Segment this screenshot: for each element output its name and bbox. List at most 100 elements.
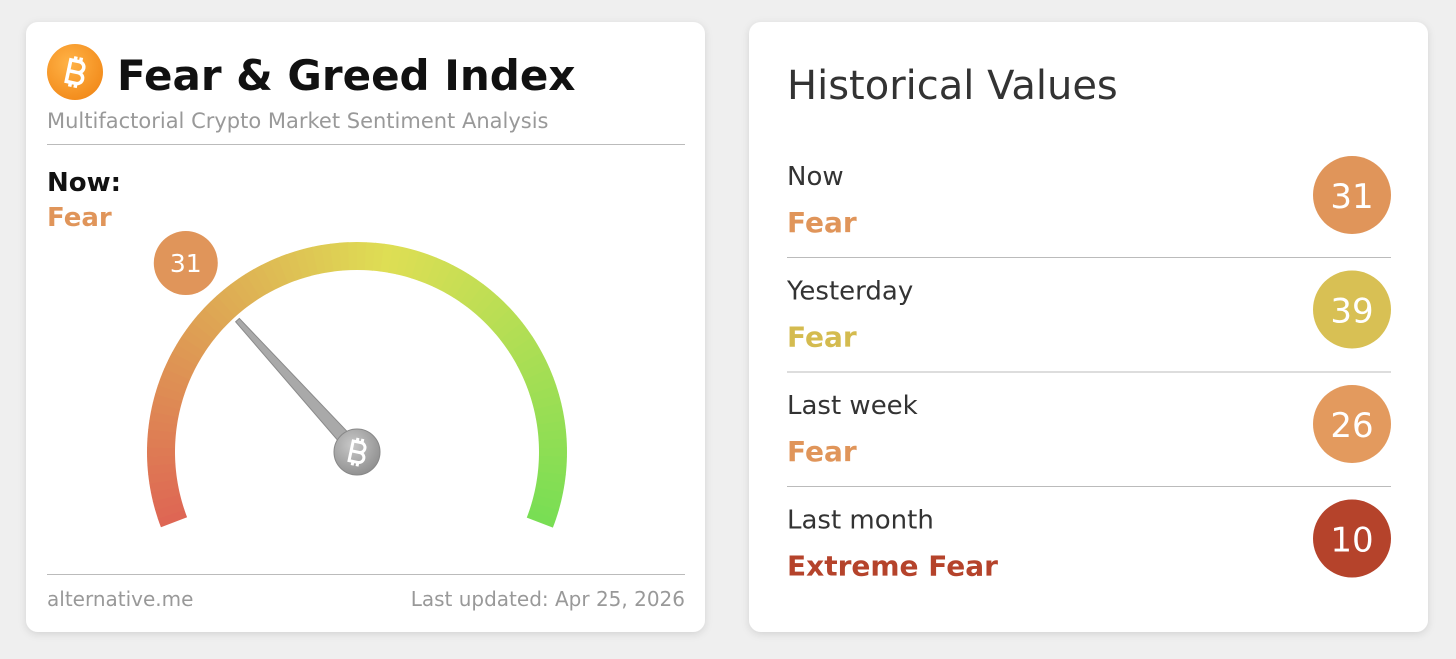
gauge-arc: [531, 494, 562, 511]
gauge-arc: [513, 344, 543, 367]
gauge-arc: [312, 245, 327, 275]
gauge-arc: [536, 420, 566, 434]
value-badge: [153, 231, 218, 296]
gauge-arc: [410, 251, 429, 281]
gauge-arc: [329, 242, 342, 272]
gauge-arc: [517, 352, 547, 374]
now-label: Now:: [47, 168, 121, 198]
gauge-arc: [484, 301, 511, 328]
gauge-card: [26, 22, 705, 632]
gauge-arc: [472, 289, 498, 317]
gauge-arc: [157, 376, 188, 395]
gauge-arc: [439, 265, 462, 294]
row-value: 26: [1330, 406, 1373, 446]
gauge-arc: [489, 308, 517, 334]
gauge-arc: [531, 394, 562, 410]
row-badge: [1313, 156, 1391, 234]
gauge-arc: [148, 420, 178, 433]
gauge-arc: [147, 463, 177, 475]
gauge-arc: [533, 487, 564, 502]
gauge-arc: [372, 242, 385, 272]
gauge-arc: [380, 243, 394, 273]
bitcoin-glyph: [64, 56, 86, 89]
row-label: Last month: [787, 506, 934, 536]
history-title: Historical Values: [787, 63, 1118, 109]
row-badge: [1313, 385, 1391, 463]
row-badge: [1313, 270, 1391, 349]
gauge-arc: [149, 411, 179, 425]
row-classification: Fear: [787, 206, 857, 239]
row-label: Last week: [787, 391, 918, 421]
gauge-arc: [529, 385, 559, 403]
gauge-arc: [364, 242, 376, 271]
gauge-arc: [155, 385, 185, 402]
gauge-arc: [172, 344, 201, 366]
gauge-arc: [533, 402, 564, 418]
gauge-arc: [203, 301, 230, 328]
gauge-arc: [245, 269, 268, 298]
gauge-arc: [535, 411, 565, 426]
gauge-arc: [446, 269, 469, 299]
gauge-arc: [160, 368, 191, 388]
gauge-arc: [223, 284, 248, 312]
history-list: Now Fear 31 Yesterday Fear 39 Last week Fear 26 L…: [786, 156, 1391, 583]
gauge-arc: [524, 368, 554, 388]
gauge-arc: [148, 471, 178, 484]
gauge-arc: [432, 261, 454, 291]
subtitle: Multifactorial Crypto Market Sentiment A…: [47, 109, 549, 133]
gauge-arc: [403, 248, 420, 279]
gauge-arc: [157, 509, 188, 528]
value-badge-text: 31: [170, 249, 202, 278]
row-value: 10: [1330, 521, 1373, 561]
gauge-arc: [338, 242, 350, 271]
gauge-arc: [504, 329, 533, 353]
gauge-arc: [237, 273, 261, 303]
gauge-arc: [499, 322, 528, 347]
gauge-arc: [164, 359, 194, 380]
gauge-arc: [181, 328, 210, 353]
gauge-arc: [520, 360, 550, 381]
gauge-arc: [150, 402, 181, 418]
gauge-arc: [303, 246, 319, 277]
hub-glyph: [347, 437, 367, 467]
history-card: [749, 22, 1428, 632]
row-badge: [1313, 499, 1391, 578]
gauge-arc: [425, 257, 446, 287]
gauge-arc: [321, 243, 335, 273]
gauge-arc: [537, 463, 567, 476]
gauge-arc: [466, 284, 491, 312]
gauge-arc: [395, 246, 412, 277]
gauge-arc: [216, 289, 242, 317]
row-label: Yesterday: [786, 277, 913, 307]
gauge-arc: [460, 279, 484, 307]
gauge-arc: [147, 429, 177, 441]
gauge-arc: [509, 336, 538, 360]
gauge-arc: [536, 471, 566, 485]
gauge-arc: [537, 429, 567, 441]
row-value: 31: [1330, 177, 1373, 217]
gauge-arc: [277, 254, 296, 284]
row-value: 39: [1330, 292, 1373, 332]
last-updated: Last updated: Apr 25, 2026: [411, 587, 685, 611]
row-classification: Extreme Fear: [787, 550, 998, 583]
gauge-arc: [176, 336, 206, 359]
row-classification: Fear: [787, 321, 857, 354]
gauge: 31: [147, 231, 567, 528]
gauge-arc: [453, 274, 477, 303]
gauge-arc: [418, 254, 437, 284]
gauge-arc: [191, 314, 220, 340]
gauge-arc: [535, 479, 565, 493]
gauge-arc: [253, 264, 275, 294]
gauge-arc: [186, 321, 215, 346]
gauge-arc: [529, 502, 559, 520]
gauge-arc: [526, 376, 557, 395]
gauge-arc: [210, 295, 236, 323]
gauge-arc: [269, 257, 289, 287]
now-classification: Fear: [47, 203, 112, 233]
row-classification: Fear: [787, 435, 857, 468]
gauge-arc: [526, 509, 557, 528]
source: alternative.me: [47, 587, 193, 611]
gauge-arc: [261, 260, 282, 291]
gauge-arc: [168, 351, 198, 373]
